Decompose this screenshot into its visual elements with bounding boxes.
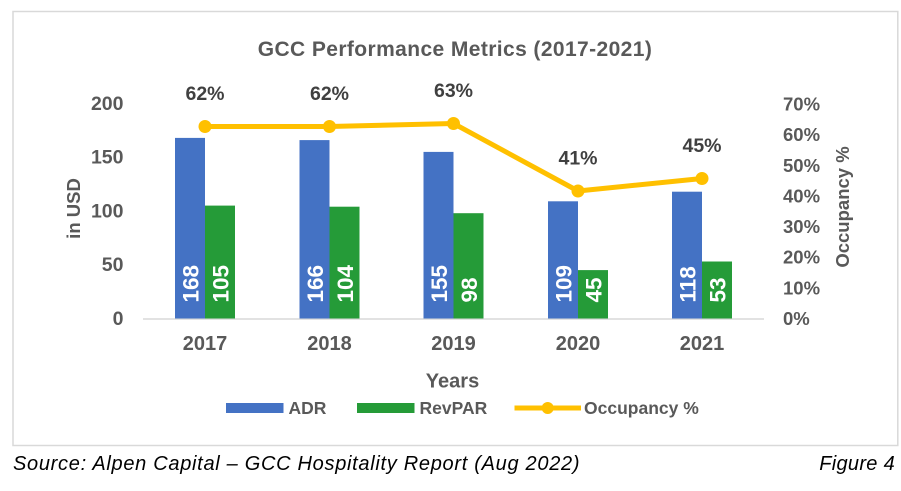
svg-text:150: 150	[91, 147, 124, 169]
svg-text:98: 98	[457, 277, 482, 302]
svg-text:10%: 10%	[783, 277, 820, 298]
svg-text:Years: Years	[426, 371, 479, 393]
svg-text:Occupancy %: Occupancy %	[584, 398, 699, 418]
svg-text:2020: 2020	[556, 333, 601, 355]
svg-text:168: 168	[178, 265, 203, 303]
svg-text:Occupancy %: Occupancy %	[832, 146, 853, 267]
svg-text:Source: Alpen Capital – GCC Ho: Source: Alpen Capital – GCC Hospitality …	[13, 453, 580, 475]
svg-text:62%: 62%	[310, 83, 349, 105]
svg-text:118: 118	[675, 266, 700, 302]
svg-text:200: 200	[91, 93, 124, 115]
svg-text:RevPAR: RevPAR	[420, 398, 488, 418]
svg-text:100: 100	[91, 201, 124, 223]
svg-text:50: 50	[102, 254, 124, 276]
svg-text:2018: 2018	[307, 333, 352, 355]
svg-text:0: 0	[113, 308, 124, 330]
svg-text:Figure 4: Figure 4	[819, 453, 895, 475]
svg-text:166: 166	[303, 265, 328, 303]
svg-text:0%: 0%	[783, 308, 810, 329]
svg-text:45: 45	[581, 277, 606, 302]
svg-text:63%: 63%	[434, 80, 473, 102]
svg-text:70%: 70%	[783, 94, 820, 115]
svg-text:45%: 45%	[682, 135, 721, 157]
svg-text:2021: 2021	[680, 333, 725, 355]
svg-text:104: 104	[333, 264, 358, 302]
svg-text:50%: 50%	[783, 155, 820, 176]
svg-text:40%: 40%	[783, 185, 820, 206]
svg-text:62%: 62%	[185, 83, 224, 105]
svg-text:2017: 2017	[183, 333, 228, 355]
svg-text:ADR: ADR	[289, 398, 327, 418]
svg-text:41%: 41%	[558, 148, 597, 170]
svg-text:155: 155	[427, 265, 452, 303]
svg-text:30%: 30%	[783, 216, 820, 237]
svg-text:105: 105	[208, 265, 233, 303]
svg-text:2019: 2019	[431, 333, 476, 355]
svg-text:in USD: in USD	[63, 178, 84, 239]
svg-text:GCC Performance Metrics (2017-: GCC Performance Metrics (2017-2021)	[258, 38, 653, 61]
svg-text:60%: 60%	[783, 124, 820, 145]
svg-text:109: 109	[551, 265, 576, 303]
svg-text:53: 53	[705, 277, 730, 302]
svg-text:20%: 20%	[783, 247, 820, 268]
